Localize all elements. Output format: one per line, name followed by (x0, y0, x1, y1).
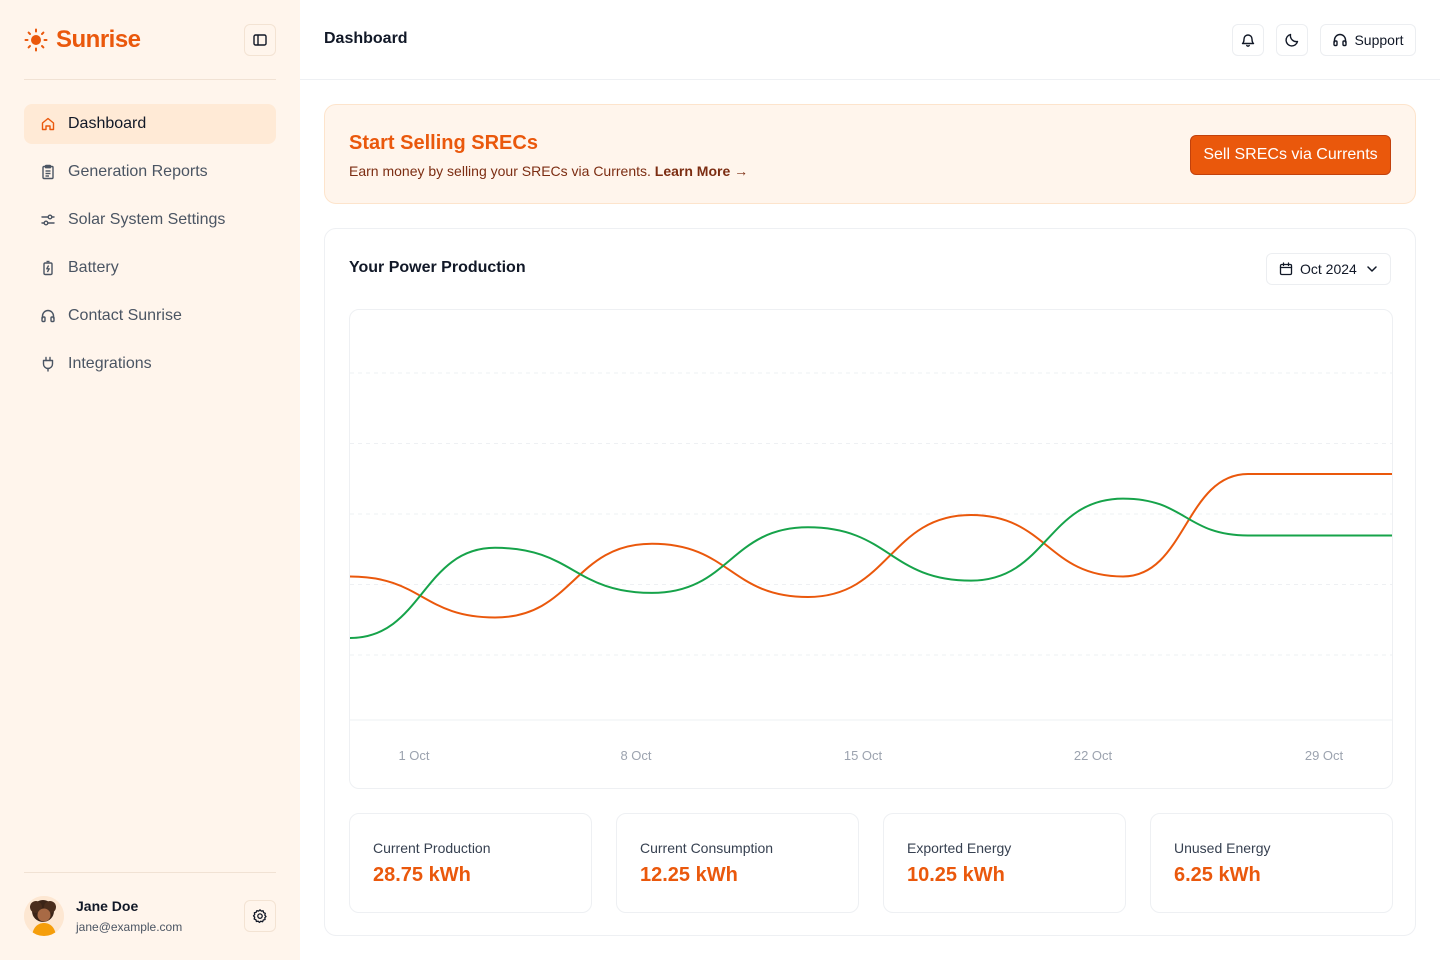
banner-title: Start Selling SRECs (349, 132, 538, 154)
stat-label: Current Consumption (640, 840, 774, 856)
sidebar-divider (24, 872, 276, 873)
sidebar-item-dashboard[interactable]: Dashboard (24, 104, 276, 144)
sidebar-item-label: Battery (68, 259, 119, 276)
user-email: jane@example.com (76, 919, 183, 934)
sidebar-item-integrations[interactable]: Integrations (24, 344, 276, 384)
sidebar-divider (24, 79, 276, 80)
sun-icon (24, 28, 48, 52)
srec-banner: Start Selling SRECs Earn money by sellin… (324, 104, 1416, 204)
banner-description: Earn money by selling your SRECs via Cur… (349, 163, 748, 179)
moon-icon (1284, 32, 1300, 48)
chart-x-tick-label: 29 Oct (1305, 748, 1344, 763)
page-title: Dashboard (324, 30, 408, 47)
card-title: Your Power Production (349, 259, 526, 276)
month-picker[interactable]: Oct 2024 (1266, 253, 1391, 285)
battery-icon (40, 260, 56, 276)
support-button[interactable]: Support (1320, 24, 1416, 56)
stats-row: Current Production 28.75 kWh Current Con… (349, 813, 1393, 913)
sliders-icon (40, 212, 56, 228)
support-label: Support (1354, 32, 1404, 48)
calendar-icon (1279, 262, 1293, 276)
stat-label: Unused Energy (1174, 840, 1271, 856)
stat-label: Exported Energy (907, 840, 1012, 856)
home-icon (40, 116, 56, 132)
sidebar-nav: Dashboard Generation Reports Solar Syste… (24, 104, 276, 392)
top-bar: Dashboard Support (300, 0, 1440, 80)
sidebar-panel-icon (252, 32, 268, 48)
user-settings-button[interactable] (244, 900, 276, 932)
stat-value: 10.25 kWh (907, 864, 1005, 886)
sidebar-toggle-button[interactable] (244, 24, 276, 56)
brand: Sunrise (24, 24, 276, 56)
chart-x-tick-label: 15 Oct (844, 748, 883, 763)
chart-x-tick-label: 1 Oct (398, 748, 429, 763)
stat-card-current-consumption: Current Consumption 12.25 kWh (616, 813, 859, 913)
sidebar-item-label: Integrations (68, 355, 152, 372)
bell-icon (1240, 32, 1256, 48)
sidebar-item-label: Solar System Settings (68, 211, 226, 228)
headset-icon (1332, 32, 1348, 48)
month-picker-value: Oct 2024 (1300, 261, 1357, 277)
sidebar-item-solar-system-settings[interactable]: Solar System Settings (24, 200, 276, 240)
sidebar-item-contact-sunrise[interactable]: Contact Sunrise (24, 296, 276, 336)
gear-icon (252, 908, 268, 924)
stat-value: 6.25 kWh (1174, 864, 1261, 886)
chart-x-tick-label: 8 Oct (620, 748, 651, 763)
power-production-chart: 1 Oct 8 Oct 15 Oct 22 Oct 29 Oct (349, 309, 1393, 789)
user-name: Jane Doe (76, 897, 139, 914)
learn-more-link[interactable]: Learn More → (654, 163, 749, 179)
chevron-down-icon (1365, 262, 1379, 276)
user-profile[interactable]: Jane Doe jane@example.com (24, 896, 276, 936)
avatar (24, 896, 64, 936)
plug-icon (40, 356, 56, 372)
headset-icon (40, 308, 56, 324)
notifications-button[interactable] (1232, 24, 1264, 56)
theme-toggle-button[interactable] (1276, 24, 1308, 56)
sidebar-item-label: Contact Sunrise (68, 307, 182, 324)
brand-name: Sunrise (56, 26, 141, 53)
stat-card-exported-energy: Exported Energy 10.25 kWh (883, 813, 1126, 913)
chart-series-line-1 (350, 497, 1392, 639)
stat-value: 12.25 kWh (640, 864, 738, 886)
stat-card-unused-energy: Unused Energy 6.25 kWh (1150, 813, 1393, 913)
clipboard-icon (40, 164, 56, 180)
sell-srecs-button[interactable]: Sell SRECs via Currents (1190, 135, 1391, 175)
power-production-card: Your Power Production Oct 2024 1 Oct 8 Oc… (324, 228, 1416, 936)
stat-value: 28.75 kWh (373, 864, 471, 886)
chart-svg: 1 Oct 8 Oct 15 Oct 22 Oct 29 Oct (350, 372, 1392, 763)
stat-label: Current Production (373, 840, 491, 856)
sidebar: Sunrise Dashboard (0, 0, 300, 960)
banner-description-text: Earn money by selling your SRECs via Cur… (349, 163, 651, 179)
user-info: Jane Doe jane@example.com (76, 897, 182, 936)
sidebar-item-label: Generation Reports (68, 163, 208, 180)
stat-card-current-production: Current Production 28.75 kWh (349, 813, 592, 913)
chart-x-tick-label: 22 Oct (1074, 748, 1113, 763)
chart-series-line-0 (350, 472, 1392, 619)
sidebar-item-label: Dashboard (68, 115, 147, 132)
sidebar-item-battery[interactable]: Battery (24, 248, 276, 288)
sidebar-item-generation-reports[interactable]: Generation Reports (24, 152, 276, 192)
